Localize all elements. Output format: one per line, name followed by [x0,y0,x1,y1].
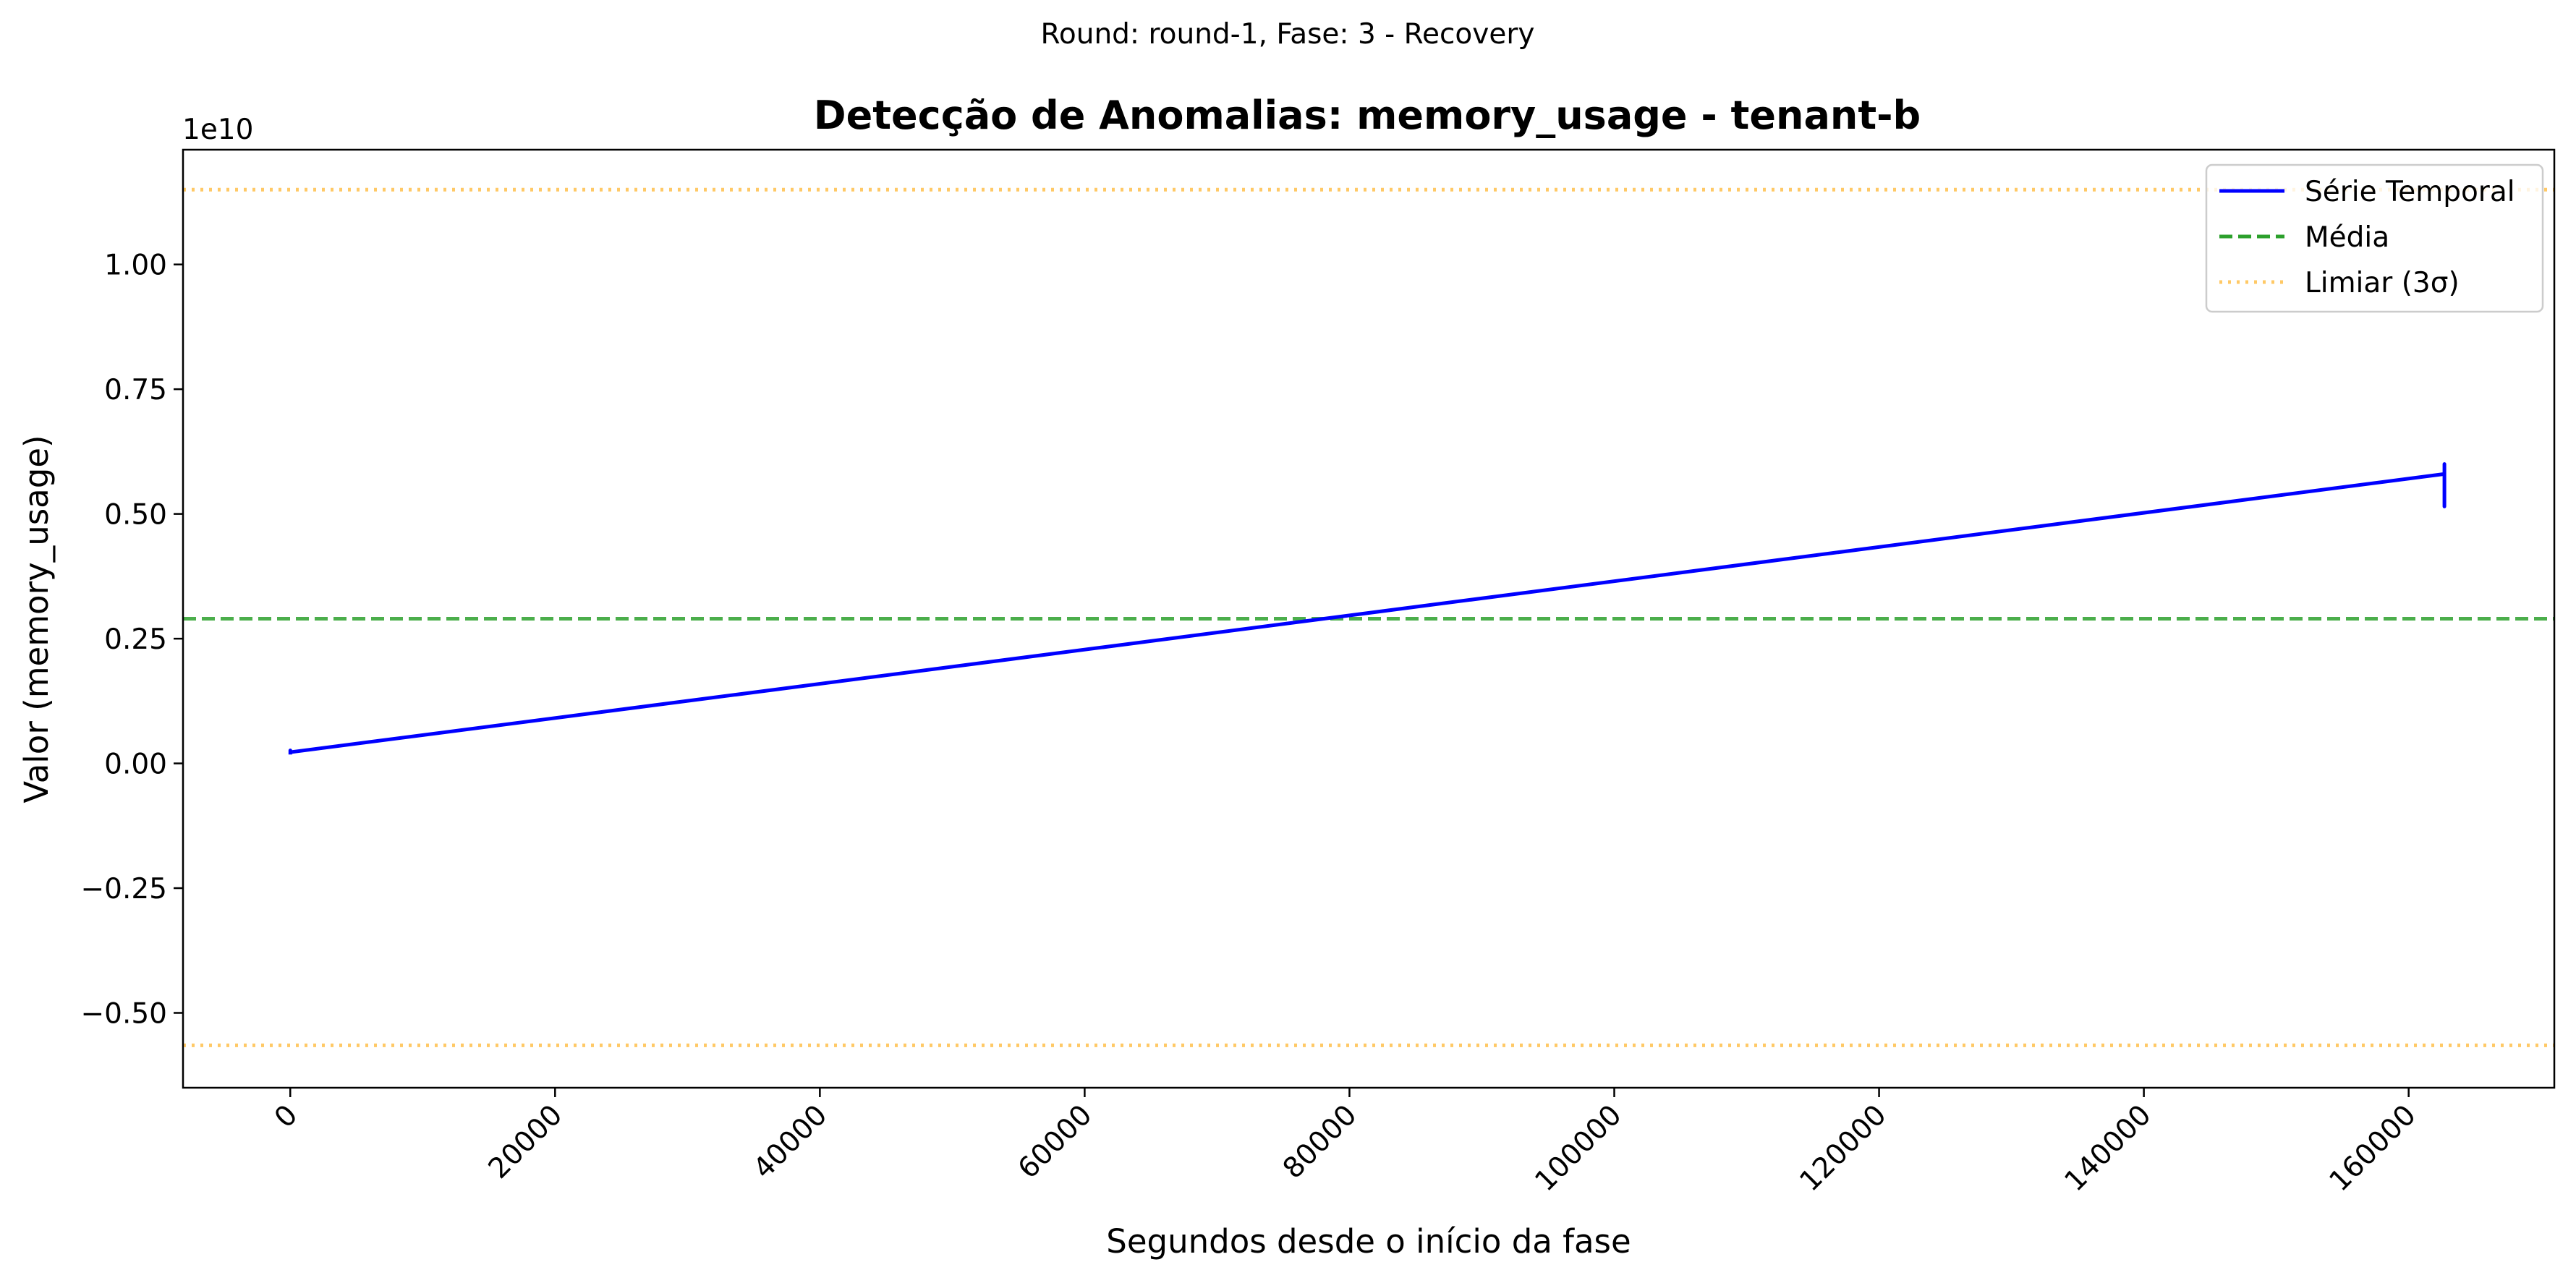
series-lines [288,462,2447,755]
legend-label-limiar: Limiar (3σ) [2305,267,2460,299]
y-axis: −0.50 −0.25 0.00 0.25 0.50 0.75 1.00 [80,250,183,1031]
y-tick-label: 0.00 [104,749,167,781]
legend-label-media: Média [2305,221,2389,254]
y-tick-label: 0.50 [104,499,167,532]
series-line-0 [288,462,2447,755]
chart-title: Detecção de Anomalias: memory_usage - te… [814,93,1921,138]
reference-lines [183,187,2554,1047]
x-axis-label: Segundos desde o início da fase [1106,1222,1631,1261]
legend: Série Temporal Média Limiar (3σ) [2205,163,2544,313]
y-axis-label: Valor (memory_usage) [17,435,56,803]
plot-frame [182,148,2556,1089]
y-tick-label: −0.50 [80,998,167,1031]
legend-label-serie-temporal: Série Temporal [2305,176,2515,208]
y-tick-label: 0.75 [104,374,167,406]
y-tick-label: −0.25 [80,873,167,905]
y-tick-label: 0.25 [104,623,167,656]
figure-suptitle: Round: round-1, Fase: 3 - Recovery [1041,18,1535,51]
y-offset-text: 1e10 [182,114,253,146]
y-tick-label: 1.00 [104,250,167,282]
legend-box [2205,163,2544,313]
